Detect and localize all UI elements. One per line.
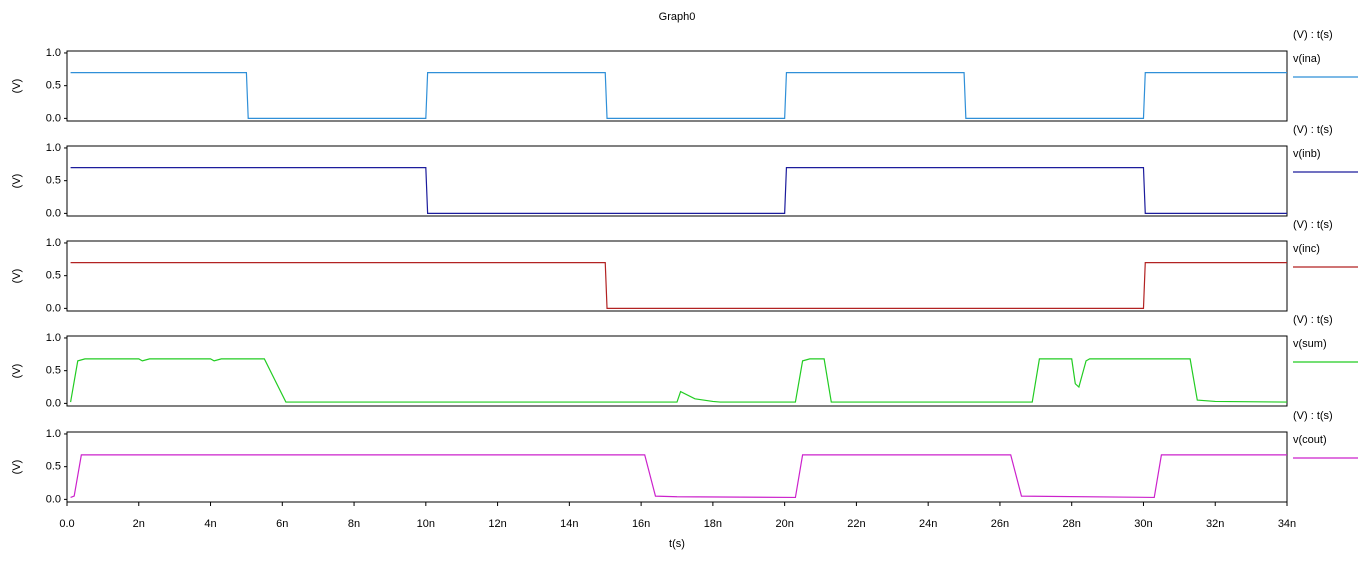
y-tick-label: 1.0 [46,428,61,440]
legend-title: (V) : t(s) [1293,219,1333,231]
x-tick-label: 8n [348,518,360,530]
x-axis-label: t(s) [669,538,685,550]
y-tick-label: 0.0 [46,493,61,505]
x-tick-label: 24n [919,518,937,530]
plot-frame [66,335,1288,407]
legend-label: v(ina) [1293,53,1321,65]
series-line [70,166,1287,214]
y-tick-label: 0.5 [46,175,61,187]
x-tick-label: 16n [632,518,650,530]
legend-label: v(inc) [1293,243,1320,255]
y-tick-label: 0.0 [46,112,61,124]
y-tick-label: 1.0 [46,47,61,59]
y-tick-label: 1.0 [46,332,61,344]
chart-title: Graph0 [659,11,696,23]
legend-label: v(inb) [1293,148,1321,160]
legend-title: (V) : t(s) [1293,124,1333,136]
x-tick-label: 28n [1063,518,1081,530]
x-tick-label: 0.0 [59,518,74,530]
x-tick-label: 4n [204,518,216,530]
x-tick-label: 30n [1134,518,1152,530]
x-tick-label: 2n [133,518,145,530]
y-axis-label: (V) [11,79,23,94]
x-tick-label: 14n [560,518,578,530]
legend-title: (V) : t(s) [1293,410,1333,422]
plot-frame [66,431,1288,503]
series-line [70,261,1287,309]
x-tick-label: 6n [276,518,288,530]
y-axis-label: (V) [11,269,23,284]
y-tick-label: 1.0 [46,142,61,154]
y-axis-label: (V) [11,460,23,475]
series-line [70,71,1287,119]
series-line [70,454,1287,499]
legend-title: (V) : t(s) [1293,314,1333,326]
y-tick-label: 0.0 [46,207,61,219]
plot-frame [66,145,1288,217]
x-tick-label: 22n [847,518,865,530]
series-line [69,358,1288,403]
x-tick-label: 32n [1206,518,1224,530]
x-tick-label: 26n [991,518,1009,530]
y-tick-label: 0.0 [46,302,61,314]
x-tick-label: 34n [1278,518,1296,530]
y-tick-label: 0.5 [46,461,61,473]
legend-label: v(sum) [1293,338,1327,350]
y-tick-label: 0.5 [46,80,61,92]
y-tick-label: 0.5 [46,270,61,282]
x-tick-label: 10n [417,518,435,530]
plot-frame [66,50,1288,122]
x-tick-label: 18n [704,518,722,530]
y-tick-label: 0.0 [46,397,61,409]
y-axis-label: (V) [11,174,23,189]
x-tick-label: 20n [775,518,793,530]
plot-frame [66,240,1288,312]
legend-title: (V) : t(s) [1293,29,1333,41]
y-tick-label: 1.0 [46,237,61,249]
legend-label: v(cout) [1293,434,1327,446]
y-axis-label: (V) [11,364,23,379]
y-tick-label: 0.5 [46,365,61,377]
x-tick-label: 12n [488,518,506,530]
